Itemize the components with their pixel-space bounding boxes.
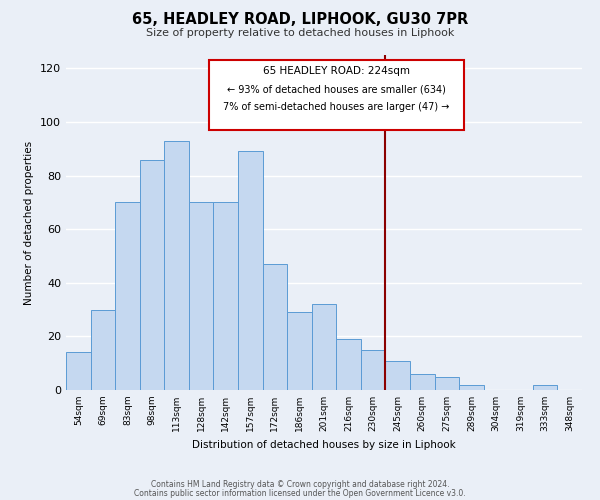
- Bar: [115, 202, 140, 390]
- Text: Size of property relative to detached houses in Liphook: Size of property relative to detached ho…: [146, 28, 454, 38]
- Text: Contains HM Land Registry data © Crown copyright and database right 2024.: Contains HM Land Registry data © Crown c…: [151, 480, 449, 489]
- Bar: [238, 152, 263, 390]
- Y-axis label: Number of detached properties: Number of detached properties: [25, 140, 34, 304]
- FancyBboxPatch shape: [209, 60, 464, 130]
- Text: Contains public sector information licensed under the Open Government Licence v3: Contains public sector information licen…: [134, 488, 466, 498]
- Bar: [214, 202, 238, 390]
- Bar: [434, 376, 459, 390]
- Bar: [459, 384, 484, 390]
- Bar: [66, 352, 91, 390]
- Bar: [263, 264, 287, 390]
- Bar: [91, 310, 115, 390]
- Text: ← 93% of detached houses are smaller (634): ← 93% of detached houses are smaller (63…: [227, 84, 446, 94]
- Bar: [361, 350, 385, 390]
- Text: 65, HEADLEY ROAD, LIPHOOK, GU30 7PR: 65, HEADLEY ROAD, LIPHOOK, GU30 7PR: [132, 12, 468, 28]
- Text: 7% of semi-detached houses are larger (47) →: 7% of semi-detached houses are larger (4…: [223, 102, 449, 112]
- Bar: [164, 141, 189, 390]
- Bar: [385, 360, 410, 390]
- Bar: [533, 384, 557, 390]
- Bar: [336, 339, 361, 390]
- Text: 65 HEADLEY ROAD: 224sqm: 65 HEADLEY ROAD: 224sqm: [263, 66, 410, 76]
- Bar: [189, 202, 214, 390]
- Bar: [312, 304, 336, 390]
- X-axis label: Distribution of detached houses by size in Liphook: Distribution of detached houses by size …: [192, 440, 456, 450]
- Bar: [140, 160, 164, 390]
- Bar: [410, 374, 434, 390]
- Bar: [287, 312, 312, 390]
